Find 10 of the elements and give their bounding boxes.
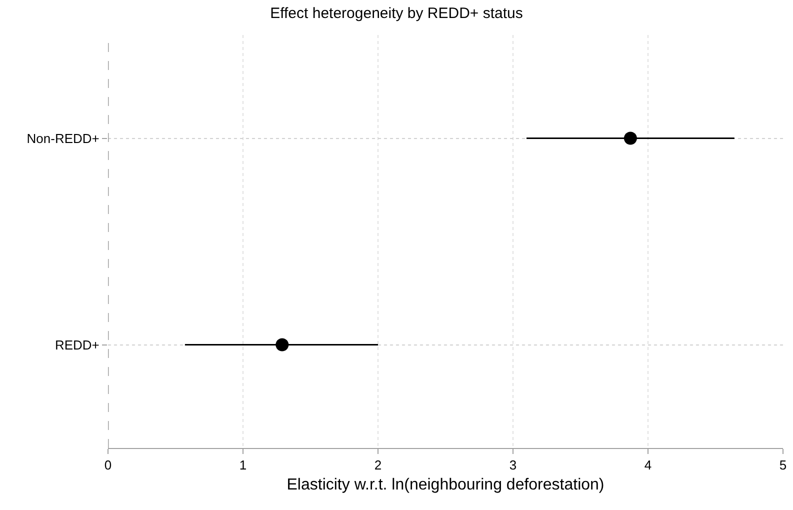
y-tick-label: Non-REDD+	[26, 130, 100, 146]
x-tick-label: 1	[239, 458, 247, 473]
x-tick-label: 5	[779, 458, 787, 473]
x-tick-label: 2	[374, 458, 382, 473]
chart-title: Effect heterogeneity by REDD+ status	[270, 5, 523, 22]
x-tick-label: 3	[509, 458, 517, 473]
x-tick-label: 4	[644, 458, 652, 473]
x-tick-label: 0	[104, 458, 112, 473]
y-tick-label: REDD+	[54, 337, 100, 352]
x-axis-title: Elasticity w.r.t. ln(neighbouring deforestation)	[286, 476, 604, 494]
